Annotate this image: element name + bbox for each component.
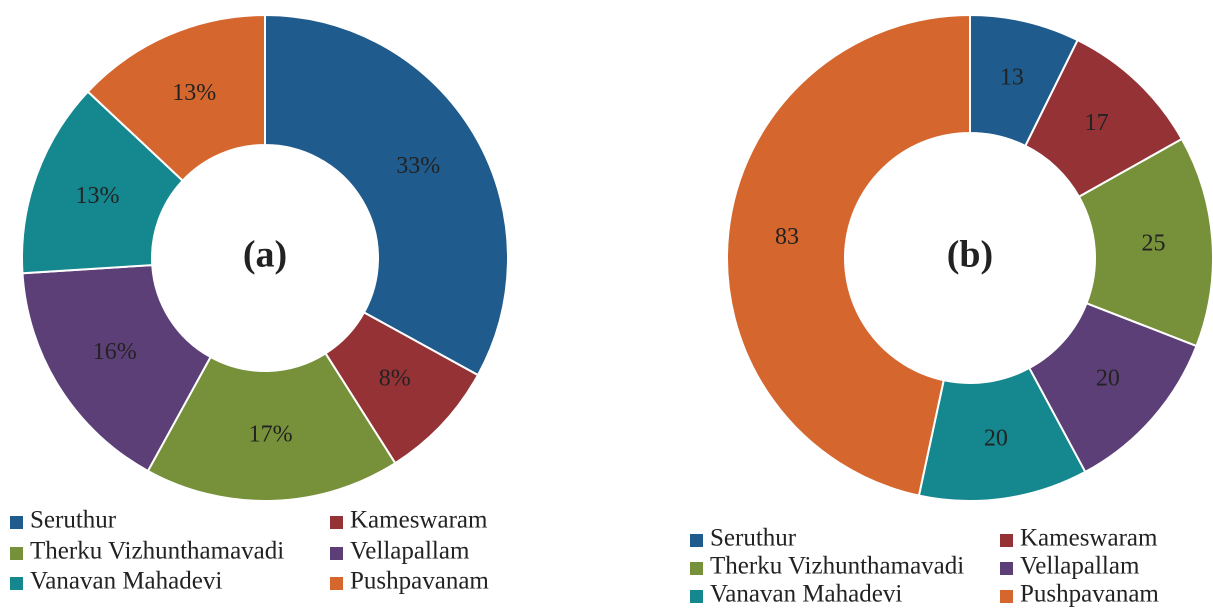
data-label: 25 (1142, 231, 1166, 257)
data-label: 20 (1096, 365, 1120, 391)
legend-swatch (330, 547, 343, 560)
donut-slice (21, 90, 185, 275)
legend-label: Seruthur (710, 525, 797, 552)
legend-swatch (690, 590, 703, 603)
legend-swatch (1000, 562, 1013, 575)
legend-label: Pushpavanam (1020, 581, 1159, 608)
legend-swatch (690, 562, 703, 575)
legend-label: Kameswaram (350, 507, 488, 534)
chart-title: (b) (947, 234, 993, 276)
legend-swatch (1000, 534, 1013, 547)
chart-title: (a) (243, 234, 287, 276)
data-label: 17% (249, 421, 293, 447)
legend-swatch (330, 516, 343, 529)
data-label: 8% (379, 365, 411, 391)
legend-label: Vanavan Mahadevi (710, 581, 902, 608)
legend-label: Therku Vizhunthamavadi (30, 538, 284, 565)
legend-label: Vanavan Mahadevi (30, 568, 222, 595)
legend-label: Vellapallam (1020, 553, 1140, 580)
donut-slice (146, 352, 397, 502)
donut-slice (1077, 137, 1213, 348)
legend-swatch (10, 577, 23, 590)
legend-swatch (10, 547, 23, 560)
legend-label: Seruthur (30, 507, 117, 534)
data-label: 13 (1000, 64, 1024, 90)
legend-label: Pushpavanam (350, 568, 489, 595)
legend-label: Therku Vizhunthamavadi (710, 553, 964, 580)
legend-swatch (690, 534, 703, 547)
data-label: 20 (984, 426, 1008, 452)
data-label: 17 (1085, 110, 1109, 136)
legend-label: Kameswaram (1020, 525, 1158, 552)
data-label: 83 (775, 224, 799, 250)
legend-swatch (10, 516, 23, 529)
data-label: 33% (396, 153, 440, 179)
legend-label: Vellapallam (350, 538, 470, 565)
donut-slice (21, 264, 212, 473)
donut-slice (86, 13, 266, 183)
data-label: 13% (172, 80, 216, 106)
data-label: 16% (93, 339, 137, 365)
data-label: 13% (76, 183, 120, 209)
legend-swatch (330, 577, 343, 590)
legend-swatch (1000, 590, 1013, 603)
donut-slice (264, 13, 509, 377)
donut-slice (726, 13, 971, 497)
